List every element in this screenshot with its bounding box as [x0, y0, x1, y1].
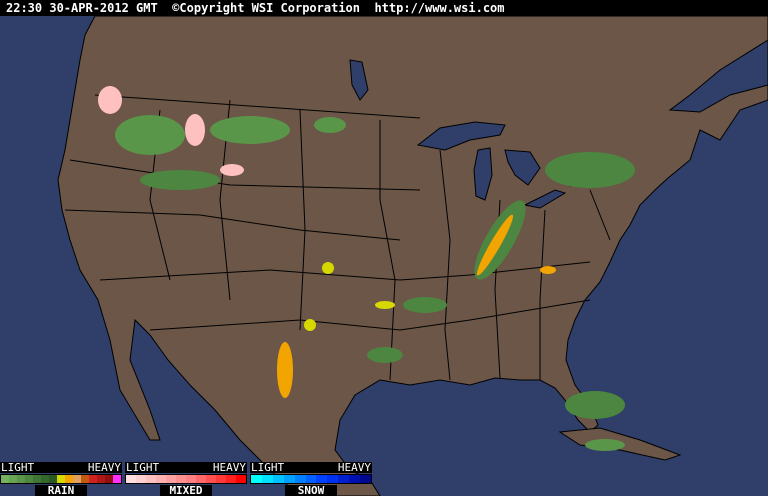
legend-swatch	[261, 475, 273, 483]
legend-swatch	[136, 475, 146, 483]
echo-rain-light	[314, 117, 346, 133]
us-radar-map	[57, 16, 768, 496]
legend-swatch	[176, 475, 186, 483]
echo-rain-heavy	[322, 262, 334, 274]
legend-swatch	[166, 475, 176, 483]
echo-rain-heavy	[476, 214, 514, 276]
legend-swatch	[186, 475, 196, 483]
echo-rain-light	[565, 391, 625, 419]
legend-swatch	[97, 475, 105, 483]
legend-heavy-label: HEAVY	[337, 461, 371, 474]
legend-title: RAIN	[35, 485, 87, 496]
legend-swatch	[360, 475, 371, 483]
echo-rain-light	[140, 170, 220, 190]
gulf-of-st-lawrence	[668, 39, 768, 113]
legend-rain: LIGHT HEAVY RAIN	[0, 462, 122, 496]
lake-superior	[416, 121, 506, 151]
legend-swatch	[283, 475, 295, 483]
legend-light-label: LIGHT	[1, 461, 35, 474]
legend-swatch	[33, 475, 41, 483]
legend-swatch	[251, 475, 262, 483]
legend-snow: LIGHT HEAVY SNOW	[250, 462, 372, 496]
legend-title: SNOW	[285, 485, 337, 496]
legend-swatch	[146, 475, 156, 483]
legend-swatch	[294, 475, 306, 483]
echo-rain-light	[585, 439, 625, 451]
lake-winnipeg	[349, 59, 369, 101]
legend-title: MIXED	[160, 485, 212, 496]
legend-swatch	[17, 475, 25, 483]
legend-light-label: LIGHT	[126, 461, 160, 474]
legend-color-scale	[125, 474, 247, 484]
legend-swatch	[216, 475, 226, 483]
legend-swatch	[113, 475, 121, 483]
echo-rain-heavy	[375, 301, 395, 309]
legend-swatch	[316, 475, 328, 483]
legend-swatch	[327, 475, 339, 483]
legend-swatch	[49, 475, 57, 483]
legend-swatch	[89, 475, 97, 483]
legend-swatch	[236, 475, 246, 483]
echo-rain-light	[115, 115, 185, 155]
echo-mixed	[220, 164, 244, 176]
legend-swatch	[65, 475, 73, 483]
legend-swatch	[9, 475, 17, 483]
legend-swatch	[73, 475, 81, 483]
echo-rain-light	[545, 152, 635, 188]
echo-rain-light	[403, 297, 447, 313]
legend-heavy-label: HEAVY	[87, 461, 121, 474]
echo-rain-light	[367, 347, 403, 363]
legend-swatch	[105, 475, 113, 483]
legend-swatch	[272, 475, 284, 483]
lake-michigan	[473, 147, 493, 201]
echo-mixed	[98, 86, 122, 114]
legend-color-scale	[0, 474, 122, 484]
legend-swatch	[206, 475, 216, 483]
legend-swatch	[196, 475, 206, 483]
legend-swatch	[126, 475, 136, 483]
legend-heavy-label: HEAVY	[212, 461, 246, 474]
echo-rain-light	[210, 116, 290, 144]
legend-swatch	[25, 475, 33, 483]
legend-swatch	[41, 475, 49, 483]
legend-swatch	[81, 475, 89, 483]
legend-color-scale	[250, 474, 372, 484]
legend-swatch	[57, 475, 65, 483]
lake-erie	[523, 189, 567, 209]
echo-rain-heavy	[540, 266, 556, 274]
legend-light-label: LIGHT	[251, 461, 285, 474]
echo-rain-heavy	[304, 319, 316, 331]
echo-mixed	[185, 114, 205, 146]
legend-swatch	[1, 475, 9, 483]
legend-swatch	[338, 475, 350, 483]
legend-swatch	[156, 475, 166, 483]
lake-huron	[504, 149, 541, 186]
legend-mixed: LIGHT HEAVY MIXED	[125, 462, 247, 496]
legend-swatch	[305, 475, 317, 483]
legend-swatch	[226, 475, 236, 483]
echo-rain-heavy	[277, 342, 293, 398]
timestamp-copyright-banner: 22:30 30-APR-2012 GMT ©Copyright WSI Cor…	[0, 0, 768, 16]
legend-swatch	[349, 475, 361, 483]
precipitation-echoes	[98, 86, 635, 451]
